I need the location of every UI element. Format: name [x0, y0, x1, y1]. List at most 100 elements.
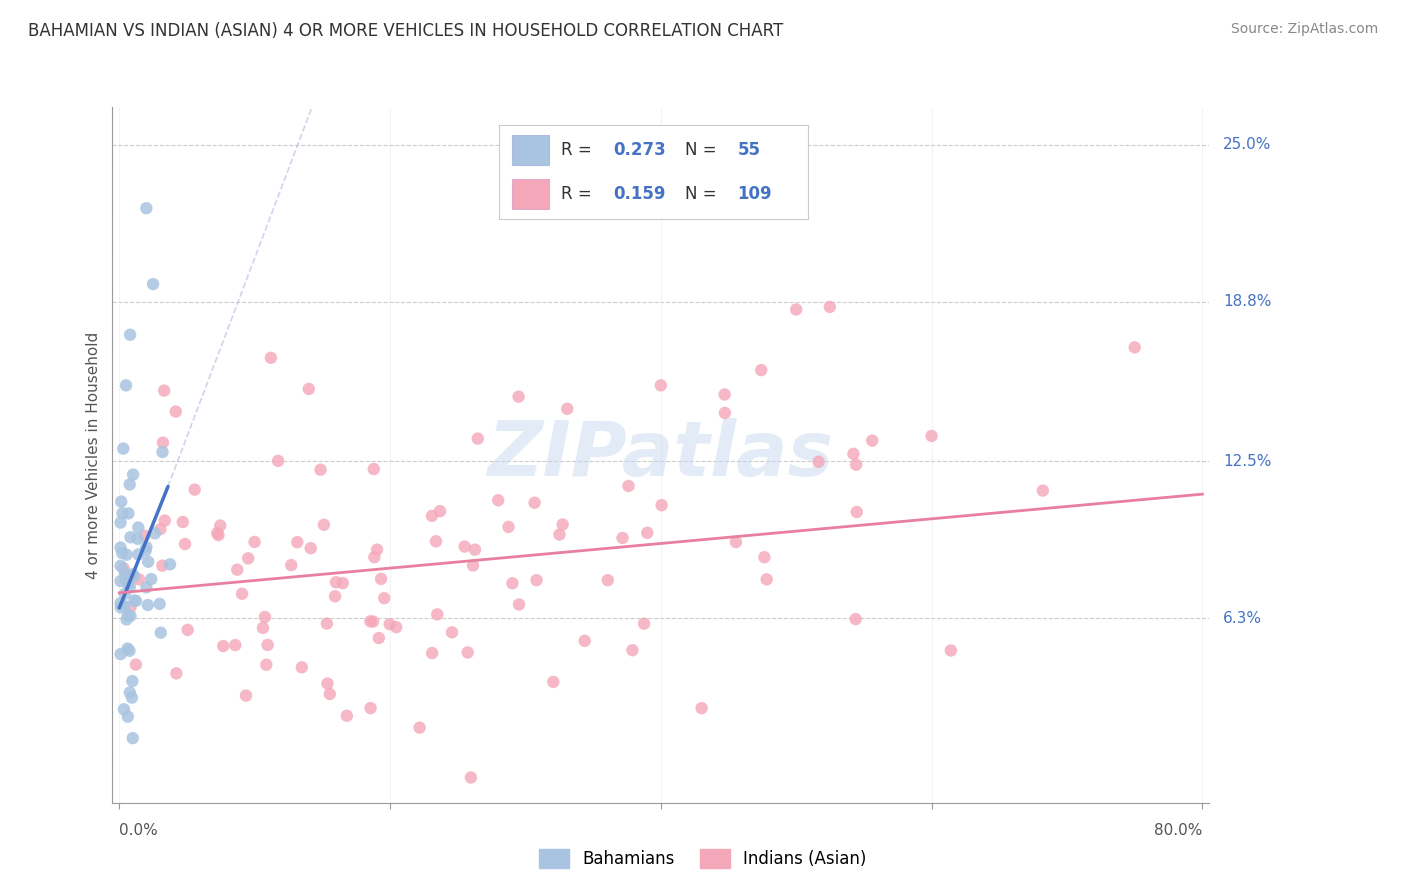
Point — [149, 597, 172, 611]
Point — [114, 587, 136, 601]
Point — [555, 401, 578, 416]
Point — [165, 666, 187, 681]
Text: N =: N = — [685, 141, 721, 159]
Point — [385, 620, 408, 634]
Point — [260, 351, 283, 365]
Point — [120, 530, 142, 544]
Text: 18.8%: 18.8% — [1223, 294, 1271, 310]
Point — [121, 731, 143, 746]
Text: 0.0%: 0.0% — [120, 823, 157, 838]
Point — [136, 555, 159, 569]
Point — [149, 625, 172, 640]
Point — [136, 598, 159, 612]
Point — [172, 515, 194, 529]
Point — [112, 702, 135, 716]
Point — [115, 548, 138, 562]
Text: R =: R = — [561, 186, 598, 203]
Point — [111, 546, 134, 560]
Point — [429, 504, 451, 518]
Text: 0.159: 0.159 — [613, 186, 666, 203]
Point — [114, 572, 136, 586]
Point — [596, 573, 619, 587]
Point — [453, 540, 475, 554]
Point — [110, 574, 132, 588]
Point — [1123, 340, 1146, 354]
Point — [115, 612, 138, 626]
Point — [363, 550, 385, 565]
Point — [122, 467, 145, 482]
Point — [110, 541, 132, 555]
Point — [548, 527, 571, 541]
Point — [508, 598, 530, 612]
Point — [285, 535, 308, 549]
Point — [114, 566, 136, 580]
Point — [117, 709, 139, 723]
Point — [845, 505, 868, 519]
Point — [464, 542, 486, 557]
Point — [501, 576, 523, 591]
Point — [135, 581, 157, 595]
Point — [238, 551, 260, 566]
Point — [152, 445, 174, 459]
Point — [143, 526, 166, 541]
Point — [111, 506, 134, 520]
Point — [209, 518, 232, 533]
Point — [256, 638, 278, 652]
Point — [361, 615, 384, 629]
Point — [633, 616, 655, 631]
Point — [373, 591, 395, 606]
Point — [120, 600, 142, 615]
Point — [860, 434, 883, 448]
Point — [467, 432, 489, 446]
Point — [135, 543, 157, 558]
Text: N =: N = — [685, 186, 721, 203]
Point — [309, 463, 332, 477]
Point — [127, 520, 149, 534]
Point — [224, 638, 246, 652]
Point — [212, 639, 235, 653]
Point — [807, 455, 830, 469]
Point — [785, 302, 807, 317]
Point — [336, 708, 359, 723]
Point — [110, 647, 132, 661]
Point — [650, 378, 672, 392]
Point — [316, 676, 339, 690]
Point — [651, 498, 673, 512]
Point — [128, 572, 150, 586]
Point — [226, 563, 249, 577]
Point — [235, 689, 257, 703]
Point — [252, 621, 274, 635]
Point — [117, 507, 139, 521]
Point — [153, 384, 176, 398]
Point — [176, 623, 198, 637]
Point — [253, 610, 276, 624]
Point — [460, 771, 482, 785]
Text: 0.273: 0.273 — [613, 141, 666, 159]
Point — [121, 674, 143, 689]
Point — [207, 526, 229, 541]
Point — [457, 645, 479, 659]
Point — [121, 690, 143, 705]
Text: BAHAMIAN VS INDIAN (ASIAN) 4 OR MORE VEHICLES IN HOUSEHOLD CORRELATION CHART: BAHAMIAN VS INDIAN (ASIAN) 4 OR MORE VEH… — [28, 22, 783, 40]
Point — [543, 674, 565, 689]
Point — [714, 406, 737, 420]
Point — [267, 454, 290, 468]
Point — [142, 277, 165, 292]
Point — [118, 685, 141, 699]
Point — [115, 378, 138, 392]
Point — [508, 390, 530, 404]
Point — [755, 573, 778, 587]
Text: 80.0%: 80.0% — [1154, 823, 1202, 838]
Point — [367, 631, 389, 645]
Point — [150, 558, 173, 573]
Point — [165, 404, 187, 418]
Point — [117, 641, 139, 656]
Point — [299, 541, 322, 556]
Text: 12.5%: 12.5% — [1223, 454, 1271, 468]
Legend: Bahamians, Indians (Asian): Bahamians, Indians (Asian) — [533, 842, 873, 875]
Point — [378, 617, 401, 632]
Point — [291, 660, 314, 674]
Point — [845, 458, 868, 472]
Point — [152, 435, 174, 450]
Point — [461, 558, 484, 573]
